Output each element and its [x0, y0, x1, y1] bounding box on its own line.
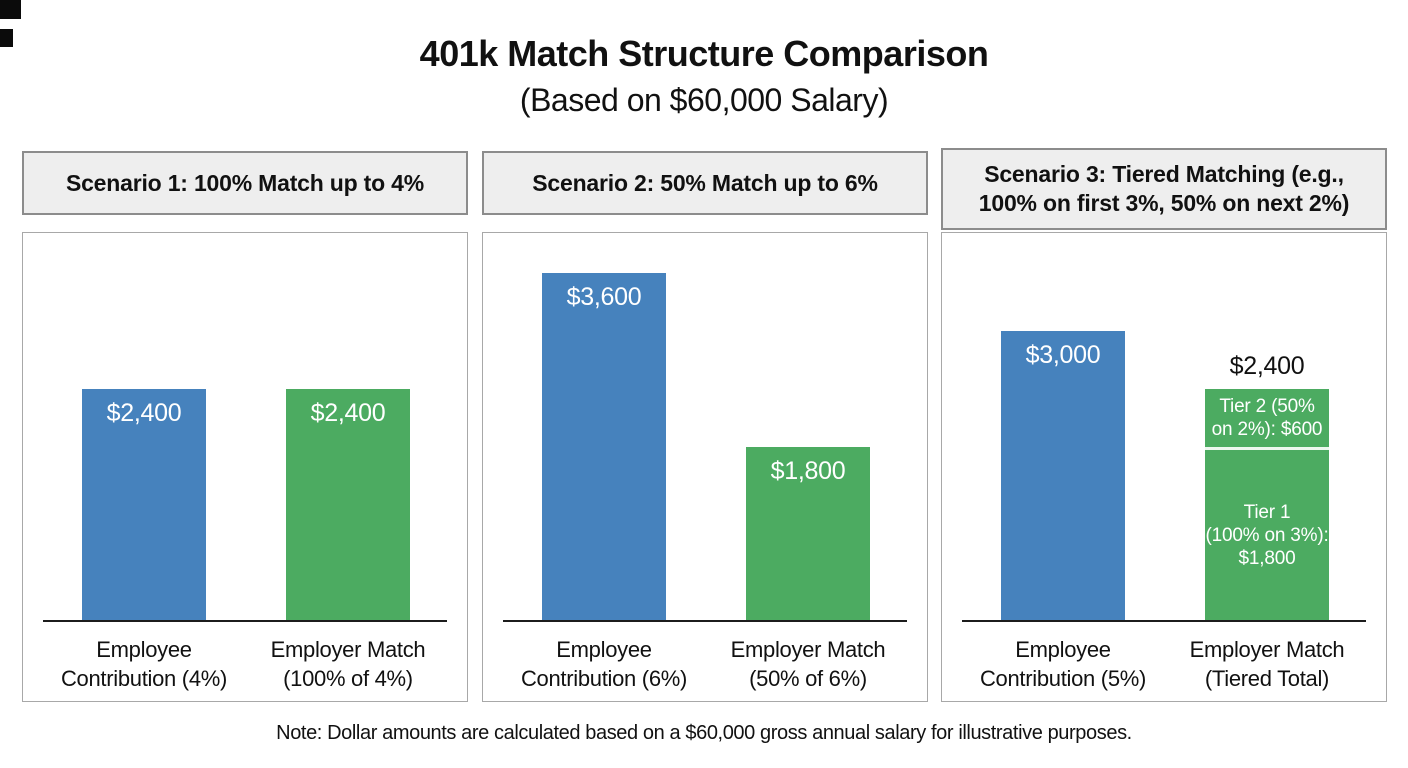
scenario-1-employee-contribution-bar: $2,400 [82, 389, 206, 621]
scenario-3-employer-match-stacked-bar: $2,400 Tier 2 (50% on 2%): $600 Tier 1 (… [1205, 352, 1329, 621]
scenario-2-employee-contribution-bar: $3,600 [542, 273, 666, 621]
scenario-1-employer-match-bar: $2,400 [286, 389, 410, 621]
screenshot-artifact-left-edge [0, 29, 13, 47]
scenario-2-plot-area: $3,600 $1,800 [483, 233, 927, 621]
tier-2-segment: Tier 2 (50% on 2%): $600 [1205, 389, 1329, 447]
stacked-bar-total-label: $2,400 [1229, 352, 1305, 380]
scenario-3-x-label-employee: Employee Contribution (5%) [979, 637, 1147, 692]
scenario-2-x-label-employee: Employee Contribution (6%) [520, 637, 688, 692]
bar-value-label: $3,000 [1025, 341, 1101, 369]
scenario-2-employer-match-bar: $1,800 [746, 447, 870, 621]
scenario-3-x-axis-line [962, 620, 1366, 622]
scenario-1-x-label-employee: Employee Contribution (4%) [60, 637, 228, 692]
bar-value-label: $2,400 [310, 399, 386, 427]
page-subtitle: (Based on $60,000 Salary) [519, 82, 889, 118]
tier-1-label: Tier 1 (100% on 3%): $1,800 [1205, 501, 1329, 570]
scenario-1-x-axis-line [43, 620, 447, 622]
footnote: Note: Dollar amounts are calculated base… [276, 722, 1132, 744]
bar-value-label: $2,400 [106, 399, 182, 427]
scenario-1-header: Scenario 1: 100% Match up to 4% [22, 151, 468, 215]
scenario-3-header: Scenario 3: Tiered Matching (e.g., 100% … [941, 148, 1387, 230]
bar-value-label: $3,600 [566, 283, 642, 311]
scenario-3-plot-area: $3,000 $2,400 Tier 2 (50% on 2%): $600 T… [942, 233, 1386, 621]
scenario-1-x-label-employer: Employer Match (100% of 4%) [270, 637, 426, 692]
scenario-1-plot-area: $2,400 $2,400 [23, 233, 467, 621]
scenario-1-chart-panel: $2,400 $2,400 Employee Contribution (4%)… [22, 232, 468, 702]
bar-value-label: $1,800 [770, 457, 846, 485]
scenario-2-chart-panel: $3,600 $1,800 Employee Contribution (6%)… [482, 232, 928, 702]
scenario-2-x-axis-line [503, 620, 907, 622]
tier-2-label: Tier 2 (50% on 2%): $600 [1211, 395, 1323, 440]
scenario-3-employee-contribution-bar: $3,000 [1001, 331, 1125, 621]
screenshot-artifact-top-left [0, 0, 21, 19]
scenario-2-x-label-employer: Employer Match (50% of 6%) [730, 637, 886, 692]
scenario-2-header: Scenario 2: 50% Match up to 6% [482, 151, 928, 215]
page-title: 401k Match Structure Comparison [419, 33, 989, 74]
tier-1-segment: Tier 1 (100% on 3%): $1,800 [1205, 447, 1329, 621]
scenario-3-x-label-employer: Employer Match (Tiered Total) [1189, 637, 1345, 692]
scenario-3-chart-panel: $3,000 $2,400 Tier 2 (50% on 2%): $600 T… [941, 232, 1387, 702]
